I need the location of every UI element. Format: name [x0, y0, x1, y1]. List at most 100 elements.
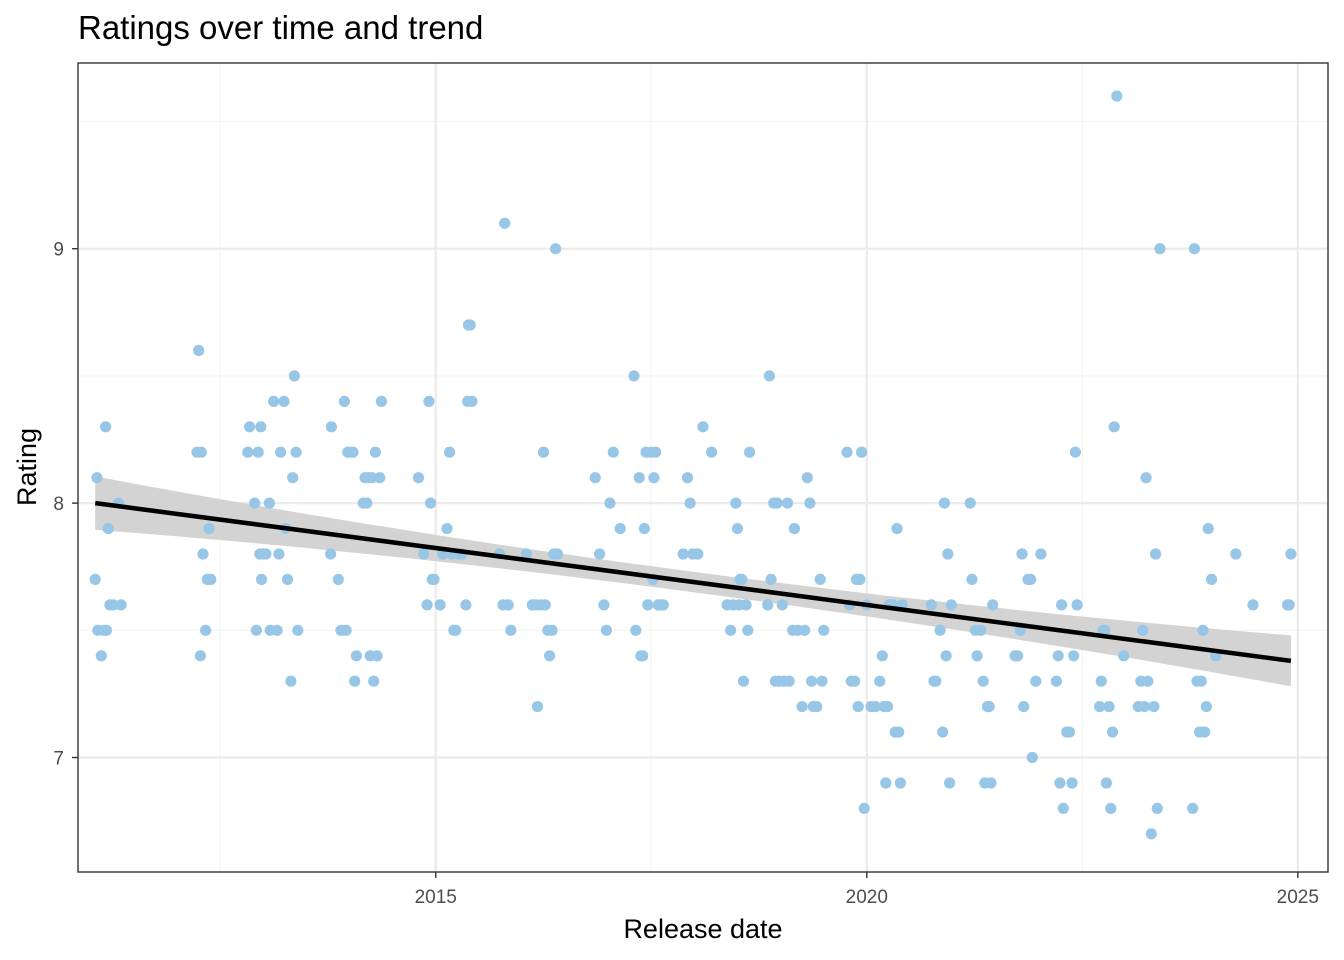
data-point	[1140, 472, 1152, 484]
data-point	[418, 548, 430, 560]
data-point	[944, 777, 956, 789]
x-axis-title: Release date	[623, 914, 782, 944]
chart-title: Ratings over time and trend	[78, 9, 483, 46]
data-point	[1283, 599, 1295, 611]
data-point	[1063, 726, 1075, 738]
data-point	[441, 523, 453, 535]
data-point	[539, 599, 551, 611]
data-point	[938, 497, 951, 509]
data-point	[421, 599, 433, 611]
data-point	[281, 573, 294, 586]
data-point	[945, 599, 957, 611]
y-tick-label: 7	[53, 749, 64, 770]
data-point	[600, 624, 613, 636]
data-point	[203, 523, 215, 535]
data-point	[115, 599, 127, 611]
data-point	[1202, 523, 1214, 535]
data-point	[1142, 675, 1154, 687]
data-point	[1137, 624, 1149, 636]
data-point	[263, 497, 275, 509]
data-point	[450, 624, 462, 636]
data-point	[940, 650, 952, 662]
data-point	[91, 472, 103, 484]
data-point	[423, 395, 435, 407]
data-point	[1066, 777, 1078, 789]
y-axis-title: Rating	[12, 428, 42, 506]
data-point	[876, 650, 888, 662]
data-point	[637, 650, 649, 662]
data-point	[1069, 446, 1081, 458]
data-point	[1118, 650, 1130, 662]
data-point	[546, 624, 558, 636]
data-point	[852, 701, 864, 713]
data-point	[1200, 701, 1212, 713]
data-point	[730, 497, 742, 509]
data-point	[814, 573, 826, 586]
data-point	[983, 701, 995, 713]
data-point	[1100, 777, 1112, 789]
data-point	[763, 370, 776, 382]
data-point	[706, 446, 718, 458]
data-point	[598, 599, 610, 611]
data-point	[347, 446, 359, 458]
data-point	[95, 650, 107, 662]
data-point	[250, 624, 262, 636]
data-point	[1148, 701, 1160, 713]
data-point	[977, 675, 989, 687]
data-point	[368, 675, 380, 687]
data-point	[681, 472, 694, 484]
data-point	[633, 472, 645, 484]
data-point	[648, 472, 660, 484]
data-point	[349, 675, 361, 687]
data-point	[1057, 802, 1069, 815]
data-point	[1230, 548, 1242, 560]
data-point	[881, 701, 894, 713]
data-point	[811, 701, 823, 713]
data-point	[893, 726, 905, 738]
data-point	[1054, 777, 1066, 789]
data-point	[854, 573, 866, 586]
data-point	[193, 344, 205, 357]
data-point	[1035, 548, 1047, 560]
y-axis: 7 8 9	[53, 240, 78, 770]
data-point	[1068, 650, 1080, 662]
data-point	[205, 573, 217, 586]
data-point	[1056, 599, 1068, 611]
data-point	[242, 446, 254, 458]
data-point	[1016, 548, 1028, 560]
data-point	[466, 395, 478, 407]
data-point	[273, 548, 285, 560]
data-point	[285, 675, 297, 687]
data-point	[1099, 624, 1111, 636]
data-point	[891, 523, 903, 535]
data-point	[544, 650, 556, 662]
data-point	[841, 446, 853, 458]
data-point	[1138, 701, 1150, 713]
data-point	[287, 472, 299, 484]
data-point	[894, 777, 907, 789]
data-point	[292, 624, 304, 636]
data-point	[856, 446, 868, 458]
data-point	[858, 802, 870, 815]
data-point	[740, 599, 752, 611]
data-point	[244, 421, 256, 433]
data-point	[434, 599, 446, 611]
trend-line	[94, 500, 1292, 664]
data-point	[550, 243, 562, 255]
data-point	[925, 599, 938, 611]
data-point	[737, 675, 750, 687]
data-point	[197, 548, 209, 560]
data-point	[987, 599, 999, 611]
data-point	[736, 573, 748, 586]
data-point	[340, 624, 352, 636]
data-point	[684, 497, 696, 509]
data-point	[200, 624, 212, 636]
data-point	[464, 319, 476, 331]
data-point	[1150, 548, 1162, 560]
data-point	[537, 446, 550, 458]
data-point	[256, 573, 268, 586]
data-point	[194, 650, 206, 662]
data-point	[89, 573, 101, 586]
data-point	[366, 472, 378, 484]
